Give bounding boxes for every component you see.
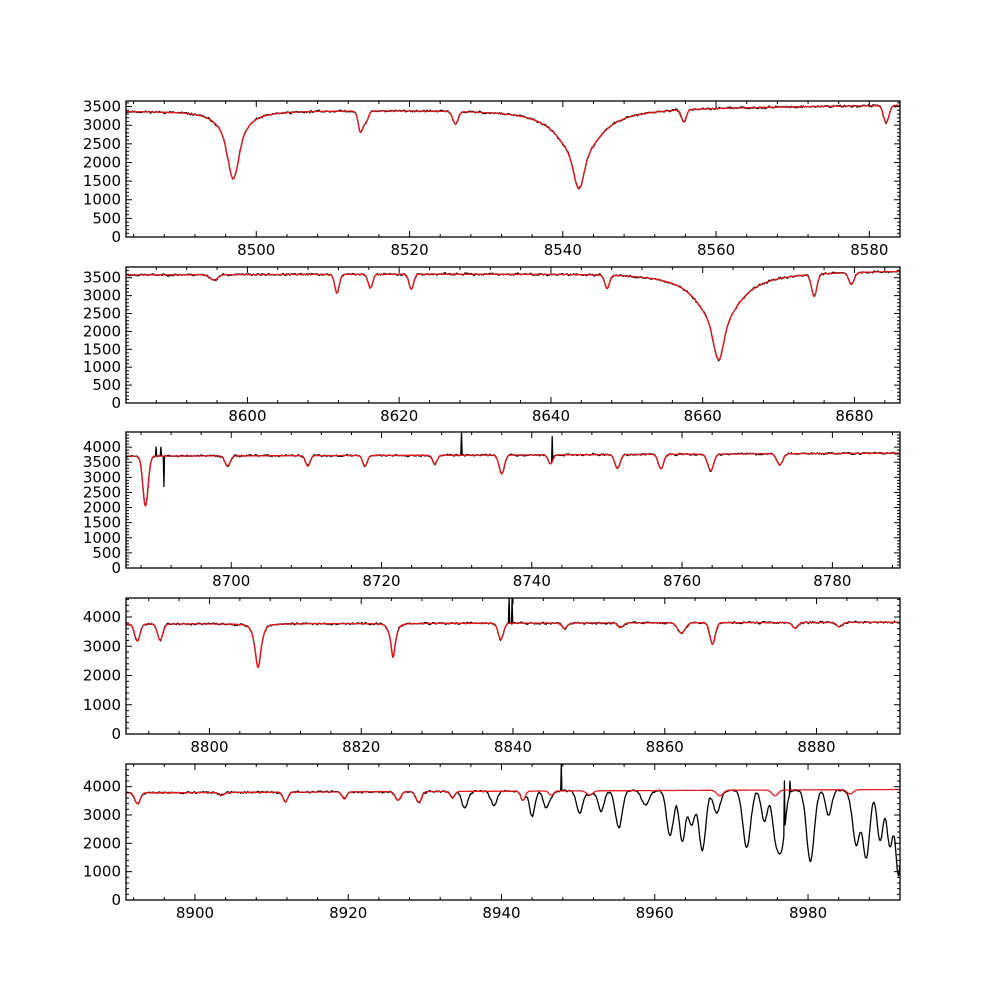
y-tick-label: 500 bbox=[92, 209, 121, 227]
y-tick-label: 2000 bbox=[83, 153, 121, 171]
x-tick-label: 8800 bbox=[190, 738, 228, 756]
x-tick-label: 8900 bbox=[176, 904, 214, 922]
x-tick-label: 8680 bbox=[835, 407, 873, 425]
observed-spectrum-line bbox=[126, 764, 900, 877]
y-tick-label: 2000 bbox=[83, 499, 121, 517]
x-tick-label: 8940 bbox=[482, 904, 520, 922]
y-tick-label: 2000 bbox=[83, 834, 121, 852]
y-tick-label: 4000 bbox=[83, 778, 121, 796]
x-tick-label: 8840 bbox=[494, 738, 532, 756]
axes-frame bbox=[125, 431, 901, 569]
x-tick-label: 8500 bbox=[237, 241, 275, 259]
y-tick-label: 4000 bbox=[83, 608, 121, 626]
y-tick-label: 2000 bbox=[83, 667, 121, 685]
y-tick-label: 3500 bbox=[83, 453, 121, 471]
x-tick-label: 8720 bbox=[362, 572, 400, 590]
x-tick-label: 8540 bbox=[544, 241, 582, 259]
y-tick-label: 0 bbox=[111, 228, 121, 246]
observed-spectrum-line bbox=[126, 432, 900, 507]
y-tick-label: 1000 bbox=[83, 191, 121, 209]
y-tick-label: 3000 bbox=[83, 637, 121, 655]
y-tick-label: 3500 bbox=[83, 98, 121, 116]
x-tick-label: 8860 bbox=[646, 738, 684, 756]
y-tick-label: 1000 bbox=[83, 863, 121, 881]
y-tick-label: 3000 bbox=[83, 468, 121, 486]
x-tick-label: 8560 bbox=[697, 241, 735, 259]
y-tick-label: 3000 bbox=[83, 116, 121, 134]
x-tick-label: 8760 bbox=[663, 572, 701, 590]
y-tick-label: 500 bbox=[92, 544, 121, 562]
spectrum-panel-5: 8900 8920 8940 8960 8980 0 1000 2000 3000 4000 bbox=[83, 763, 901, 922]
y-tick-label: 0 bbox=[111, 394, 121, 412]
x-tick-label: 8920 bbox=[329, 904, 367, 922]
x-tick-label: 8820 bbox=[342, 738, 380, 756]
y-tick-label: 3000 bbox=[83, 287, 121, 305]
y-tick-label: 1500 bbox=[83, 340, 121, 358]
x-tick-label: 8960 bbox=[636, 904, 674, 922]
y-tick-label: 1000 bbox=[83, 358, 121, 376]
spectrum-panel-3: 8700 8720 8740 8760 8780 05001000150020002500… bbox=[83, 431, 901, 590]
y-tick-label: 2000 bbox=[83, 322, 121, 340]
observed-spectrum-line bbox=[126, 598, 900, 668]
x-tick-label: 8780 bbox=[813, 572, 851, 590]
x-tick-label: 8520 bbox=[390, 241, 428, 259]
x-tick-label: 8600 bbox=[228, 407, 266, 425]
spectrum-panel-2: 8600 8620 8640 8660 8680 05001000150020002500… bbox=[83, 266, 901, 425]
model-spectrum-line bbox=[126, 621, 900, 668]
y-tick-label: 2500 bbox=[83, 305, 121, 323]
y-tick-label: 0 bbox=[111, 891, 121, 909]
observed-spectrum-line bbox=[126, 270, 900, 362]
y-tick-label: 2500 bbox=[83, 483, 121, 501]
axes-frame bbox=[125, 100, 901, 238]
y-tick-label: 1500 bbox=[83, 172, 121, 190]
x-tick-label: 8980 bbox=[789, 904, 827, 922]
model-spectrum-line bbox=[126, 452, 900, 507]
x-tick-label: 8700 bbox=[212, 572, 250, 590]
y-tick-label: 1000 bbox=[83, 529, 121, 547]
x-tick-label: 8580 bbox=[850, 241, 888, 259]
model-spectrum-line bbox=[126, 104, 900, 190]
x-tick-label: 8880 bbox=[797, 738, 835, 756]
model-spectrum-line bbox=[126, 270, 900, 361]
spectrum-panel-1: 8500 8520 8540 8560 8580 05001000150020002500… bbox=[83, 98, 901, 259]
y-tick-label: 1500 bbox=[83, 514, 121, 532]
y-tick-label: 500 bbox=[92, 376, 121, 394]
y-tick-label: 0 bbox=[111, 725, 121, 743]
axes-frame bbox=[125, 266, 901, 404]
model-spectrum-line bbox=[126, 788, 900, 805]
x-tick-label: 8740 bbox=[513, 572, 551, 590]
x-tick-label: 8640 bbox=[532, 407, 570, 425]
y-tick-label: 3000 bbox=[83, 806, 121, 824]
y-tick-label: 1000 bbox=[83, 696, 121, 714]
y-tick-label: 3500 bbox=[83, 269, 121, 287]
y-tick-label: 2500 bbox=[83, 135, 121, 153]
y-tick-label: 0 bbox=[111, 559, 121, 577]
x-tick-label: 8660 bbox=[684, 407, 722, 425]
spectrum-panel-4: 8800 8820 8840 8860 8880 0 1000 2000 3000 4000 bbox=[83, 597, 901, 756]
observed-spectrum-line bbox=[126, 104, 900, 190]
y-tick-label: 4000 bbox=[83, 438, 121, 456]
x-tick-label: 8620 bbox=[380, 407, 418, 425]
